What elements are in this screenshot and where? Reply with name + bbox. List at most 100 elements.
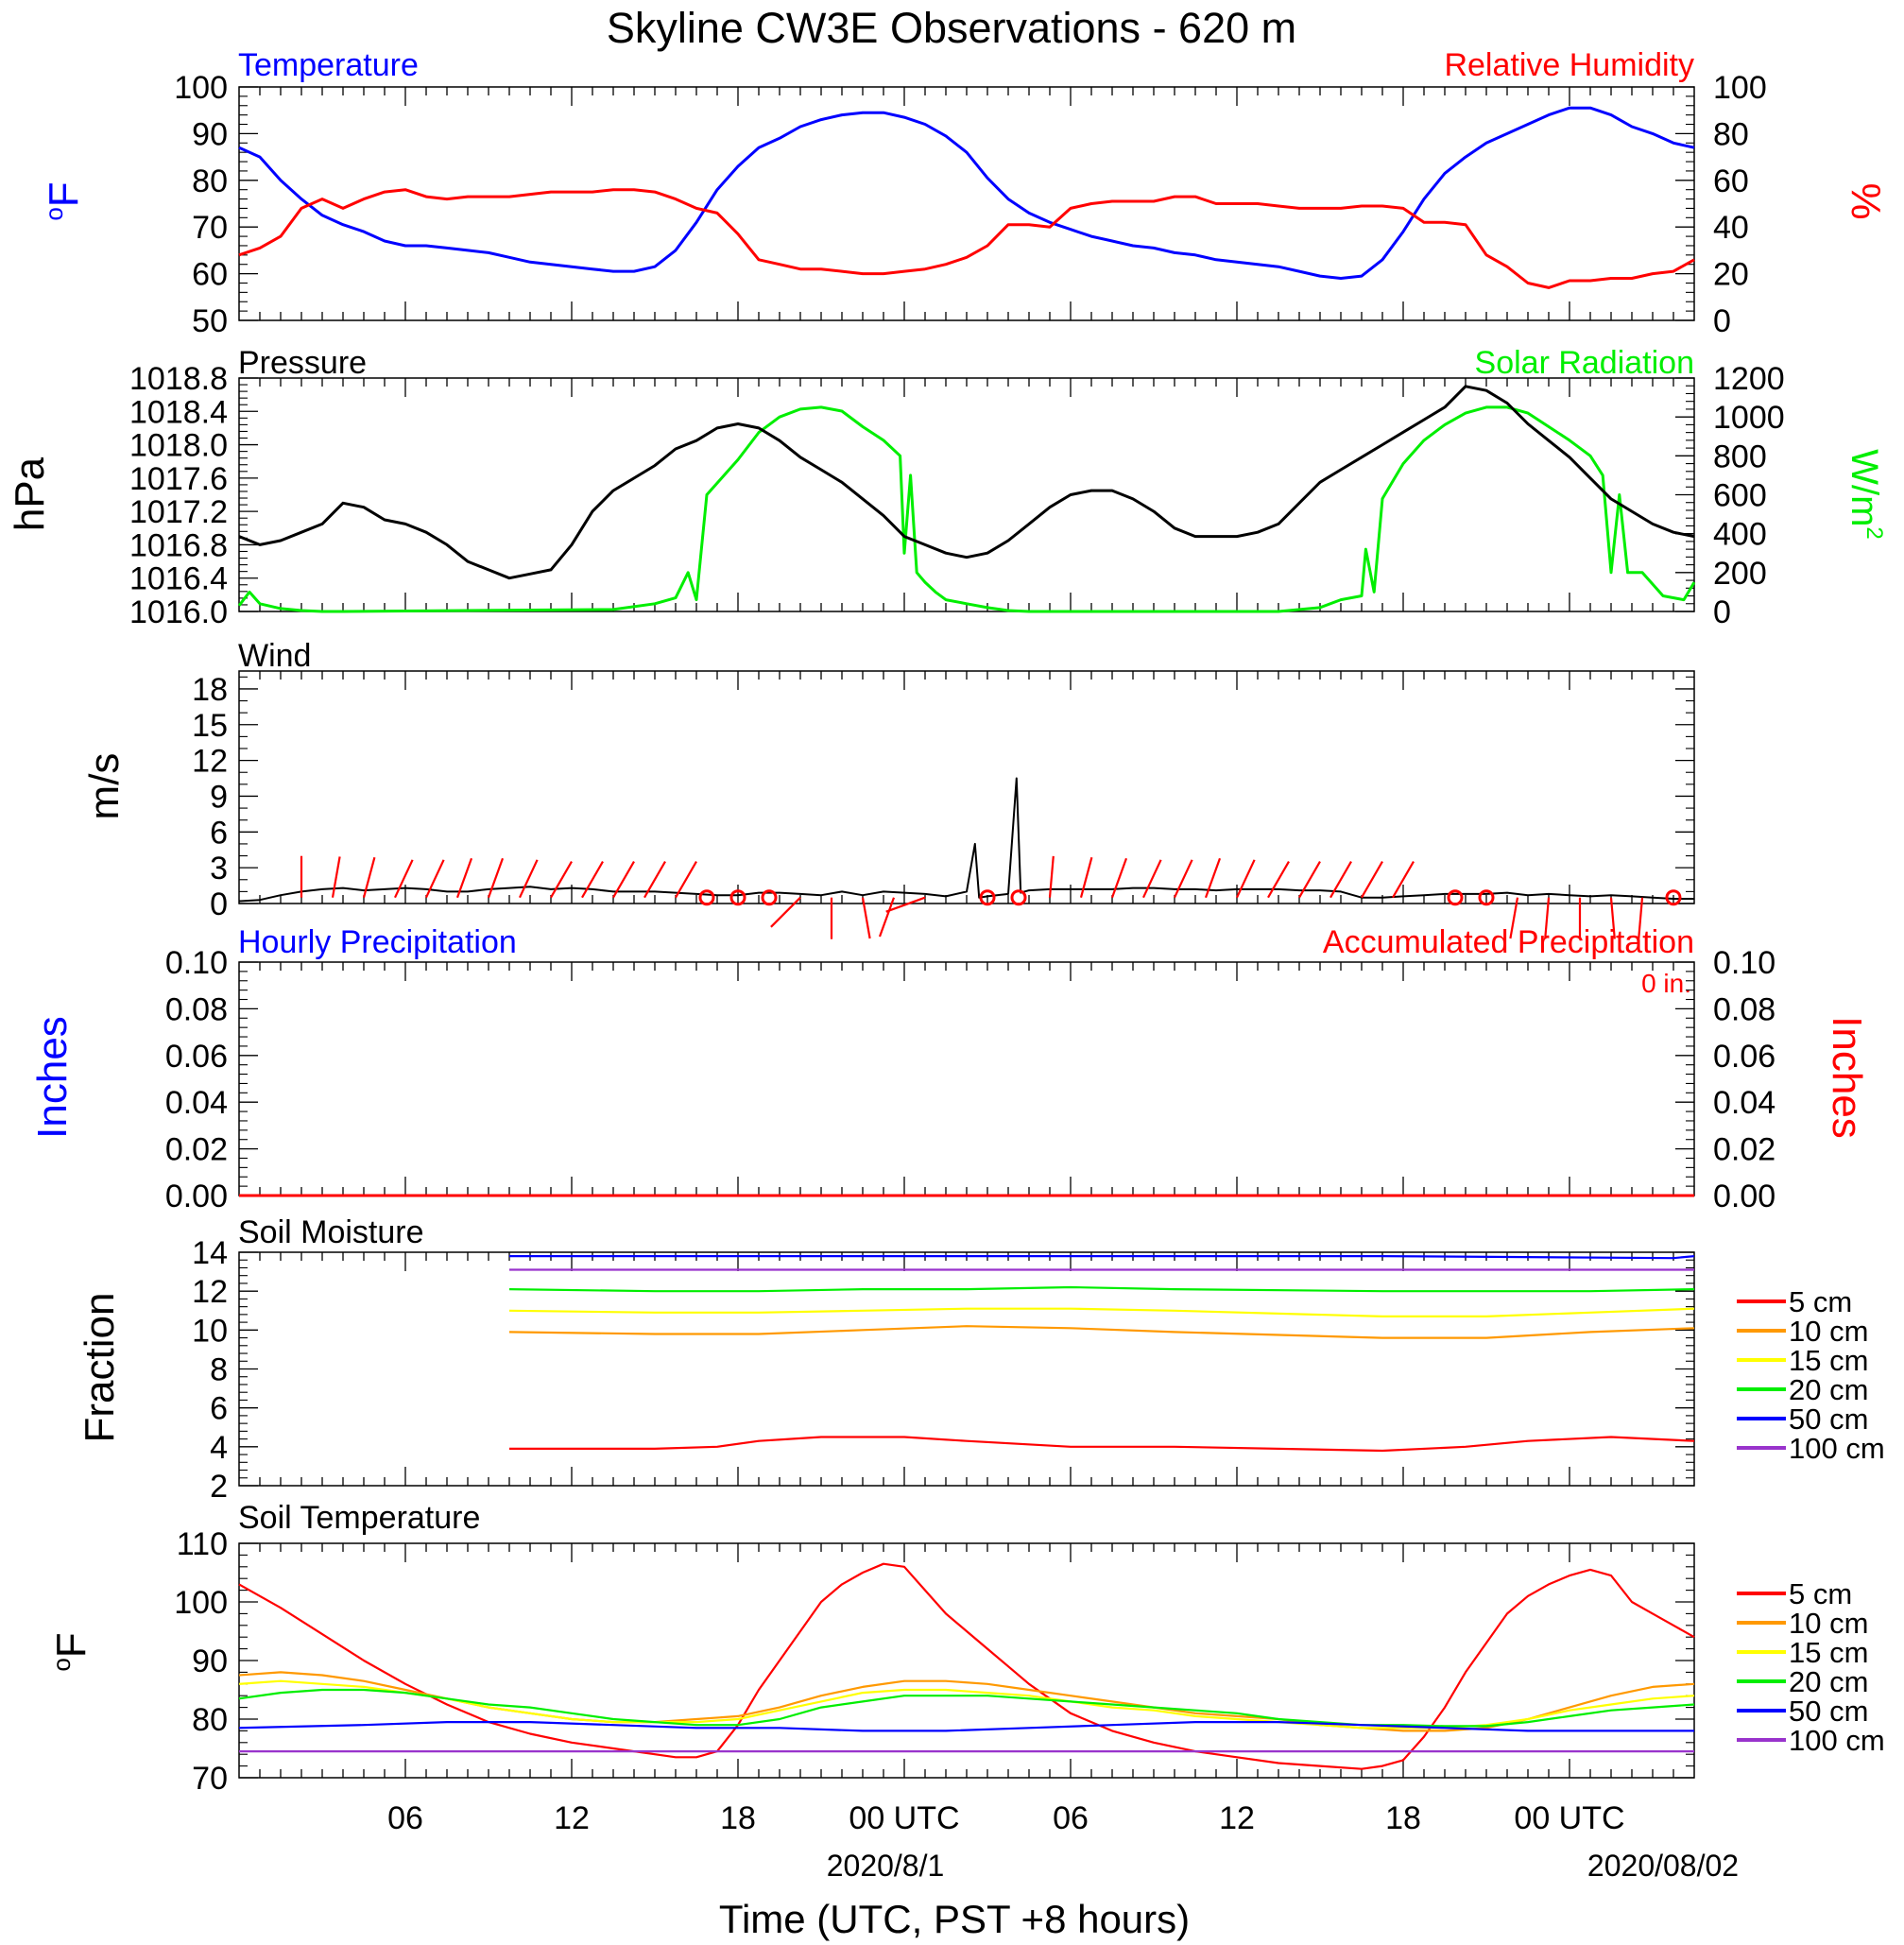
y-tick-label: 0.00 — [165, 1179, 228, 1214]
y-tick-label: 0.06 — [165, 1039, 228, 1075]
temperature-series — [238, 106, 1695, 280]
y-tick-label: 15 — [192, 708, 228, 744]
x-axis-label: Time (UTC, PST +8 hours) — [719, 1897, 1190, 1941]
calm-wind-marker — [1010, 889, 1027, 906]
y-tick-label-right: 0.06 — [1713, 1039, 1775, 1075]
wind-barb — [1142, 859, 1162, 899]
wind-barb — [455, 857, 473, 899]
y-tick-label: 1016.0 — [129, 594, 228, 630]
figure-title: Skyline CW3E Observations - 620 m — [607, 4, 1296, 52]
soil-moisture-series — [509, 1436, 1695, 1453]
legend-label: 50 cm — [1789, 1403, 1868, 1436]
y-tick-label: 1017.6 — [129, 461, 228, 497]
legend-label: 5 cm — [1789, 1285, 1852, 1318]
wind-barb — [581, 861, 604, 899]
y-tick-label: 1017.2 — [129, 494, 228, 530]
date-label-2: 2020/08/02 — [1587, 1849, 1739, 1883]
soil-moisture-series — [508, 1285, 1695, 1293]
date-label-1: 2020/8/1 — [827, 1849, 945, 1883]
wind-barb — [1361, 861, 1383, 899]
time-axis: 06 12 18 00 UTC 06 12 18 00 UTC — [387, 1800, 1624, 1836]
humidity-title: Relative Humidity — [1444, 47, 1694, 83]
x-tick-label: 06 — [387, 1800, 423, 1836]
accum-precip-title: Accumulated Precipitation — [1323, 924, 1694, 960]
y-tick-label: 100 — [174, 1585, 228, 1621]
x-tick-label: 00 UTC — [849, 1800, 959, 1836]
legend-label: 10 cm — [1789, 1315, 1868, 1348]
degree-symbol: o — [40, 207, 68, 220]
legend-label: 10 cm — [1789, 1607, 1868, 1640]
y-tick-label-right: 0.02 — [1713, 1132, 1775, 1168]
soil-temperature-title: Soil Temperature — [238, 1500, 480, 1536]
temperature-axis-label: oF — [40, 181, 87, 220]
y-tick-label: 2 — [210, 1469, 228, 1505]
wind-title: Wind — [238, 638, 311, 674]
x-tick-label: 12 — [554, 1800, 590, 1836]
solar-axis-label: W/m2 — [1844, 449, 1887, 540]
y-tick-label: 0.08 — [165, 991, 228, 1027]
panel-pressure-solar: Pressure Solar Radiation hPa W/m2 — [7, 345, 1887, 540]
wind-barb — [1110, 857, 1128, 899]
y-tick-label: 1016.8 — [129, 527, 228, 563]
wind-barb — [1509, 897, 1519, 939]
y-tick-label: 0.10 — [165, 945, 228, 981]
wind-barb — [1174, 859, 1193, 899]
y-tick-label: 90 — [192, 1644, 228, 1679]
wind-barb — [1638, 897, 1644, 939]
x-tick-label: 00 UTC — [1514, 1800, 1624, 1836]
y-tick-label-right: 0 — [1713, 303, 1731, 339]
wind-barb — [612, 861, 635, 899]
y-tick-label: 1018.0 — [129, 428, 228, 464]
y-tick-label-right: 0.04 — [1713, 1085, 1775, 1121]
y-tick-label-right: 0.10 — [1713, 945, 1775, 981]
wind-barb — [394, 859, 414, 899]
panel-precipitation: Hourly Precipitation Accumulated Precipi… — [29, 924, 1870, 1139]
legend-label: 15 cm — [1789, 1636, 1868, 1669]
y-tick-label: 14 — [192, 1235, 228, 1271]
squared-superscript: 2 — [1861, 526, 1887, 539]
y-tick-label: 60 — [192, 257, 228, 293]
pressure-axis-label: hPa — [7, 456, 53, 531]
wind-barb — [1298, 861, 1321, 899]
soil-moisture-series — [508, 1325, 1695, 1339]
pressure-title: Pressure — [238, 345, 367, 381]
soil-temperature-plot: 70 80 90 100 110 — [174, 1526, 1695, 1797]
y-tick-label: 1018.8 — [129, 361, 228, 397]
y-tick-label: 110 — [177, 1526, 228, 1562]
y-tick-label: 9 — [210, 779, 228, 815]
wind-barb — [550, 861, 573, 899]
svg-text:W/m2: W/m2 — [1844, 449, 1887, 540]
y-tick-label-right: 400 — [1713, 517, 1767, 553]
wind-speed-series — [238, 777, 1694, 903]
y-tick-label-right: 0.08 — [1713, 991, 1775, 1027]
y-tick-label: 12 — [192, 1274, 228, 1310]
y-tick-label: 1018.4 — [129, 394, 228, 430]
y-tick-label-right: 100 — [1713, 70, 1767, 106]
calm-wind-marker — [1478, 889, 1495, 906]
soil-temperature-series — [238, 1721, 1694, 1732]
y-tick-label: 80 — [192, 1702, 228, 1738]
y-tick-label: 3 — [210, 851, 228, 886]
temperature-title: Temperature — [238, 47, 419, 83]
y-tick-label-right: 600 — [1713, 478, 1767, 514]
y-tick-label: 0.02 — [165, 1132, 228, 1168]
hourly-precip-axis-label: Inches — [29, 1016, 76, 1139]
y-tick-label: 10 — [192, 1313, 228, 1349]
wind-barb — [487, 857, 505, 899]
panel-soil-temperature: Soil Temperature oF — [47, 1500, 480, 1672]
wind-barb — [1048, 855, 1055, 898]
pressure-plot: 1016.01016.41016.81017.21017.61018.01018… — [129, 361, 1785, 630]
soil-moisture-axis-label: Fraction — [77, 1293, 123, 1443]
wind-barb — [1392, 861, 1415, 899]
x-tick-label: 18 — [720, 1800, 756, 1836]
y-tick-label-right: 0 — [1713, 594, 1731, 630]
wind-barb — [1544, 897, 1551, 939]
y-tick-label-right: 80 — [1713, 116, 1749, 152]
soil-moisture-series — [508, 1307, 1695, 1317]
panel-wind: Wind m/s — [81, 638, 311, 819]
wind-barb — [770, 896, 801, 928]
